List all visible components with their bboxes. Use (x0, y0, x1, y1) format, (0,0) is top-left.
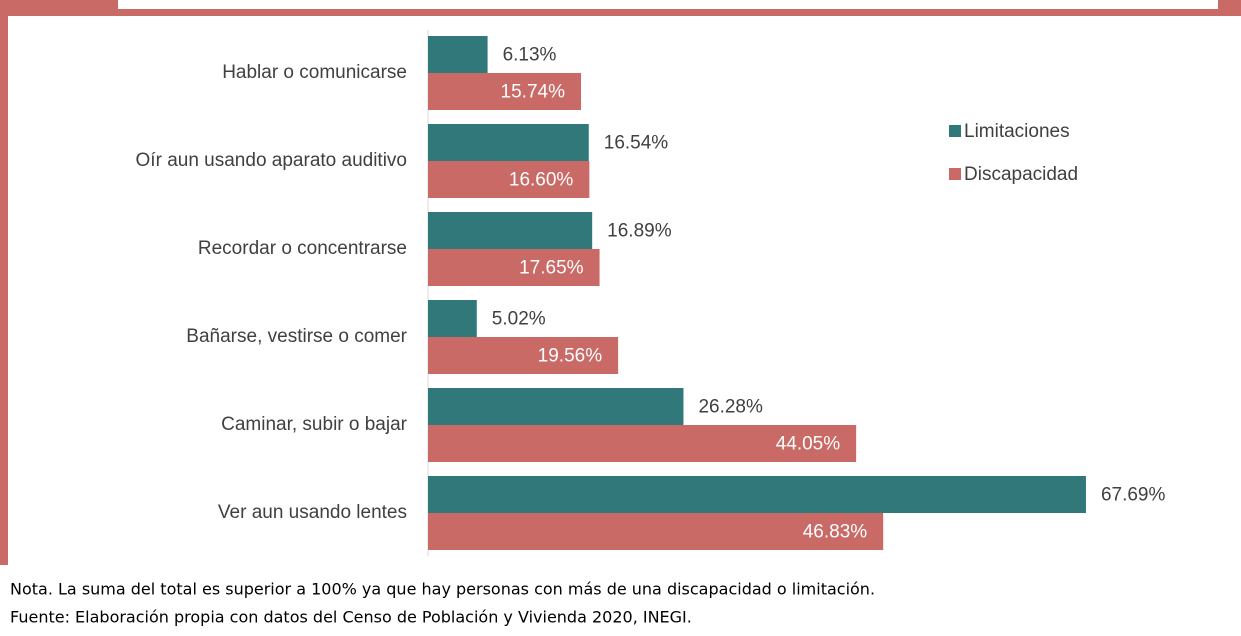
value-label: 46.83% (803, 522, 868, 543)
value-label: 16.89% (607, 221, 672, 242)
bar (428, 425, 857, 462)
value-label: 26.28% (698, 397, 763, 418)
category-label: Recordar o concentrarse (198, 238, 407, 259)
bar (428, 124, 589, 161)
bar (428, 388, 684, 425)
legend-swatch (949, 168, 961, 180)
source: Fuente: Elaboración propia con datos del… (10, 608, 692, 627)
value-label: 19.56% (538, 346, 603, 367)
category-label: Bañarse, vestirse o comer (186, 326, 407, 347)
left-border (0, 0, 8, 565)
legend-label: Limitaciones (964, 121, 1070, 142)
legend-label: Discapacidad (964, 164, 1078, 185)
bar (428, 300, 477, 337)
header-title-box (118, 0, 1218, 9)
value-label: 5.02% (492, 309, 546, 330)
value-label: 15.74% (501, 82, 566, 103)
bar (428, 73, 581, 110)
value-label: 16.60% (509, 170, 574, 191)
value-label: 17.65% (519, 258, 584, 279)
bar (428, 513, 884, 550)
note: Nota. La suma del total es superior a 10… (10, 580, 875, 599)
legend-swatch (949, 125, 961, 137)
bar (428, 36, 488, 73)
bar (428, 249, 600, 286)
bar (428, 337, 619, 374)
bar (428, 161, 590, 198)
value-label: 16.54% (604, 133, 669, 154)
category-label: Oír aun usando aparato auditivo (136, 150, 407, 171)
bar (428, 476, 1086, 513)
value-label: 67.69% (1101, 485, 1166, 506)
value-label: 44.05% (776, 434, 841, 455)
category-label: Hablar o comunicarse (222, 62, 407, 83)
category-label: Ver aun usando lentes (218, 502, 407, 523)
value-label: 6.13% (503, 45, 557, 66)
bar (428, 212, 593, 249)
category-label: Caminar, subir o bajar (221, 414, 408, 435)
